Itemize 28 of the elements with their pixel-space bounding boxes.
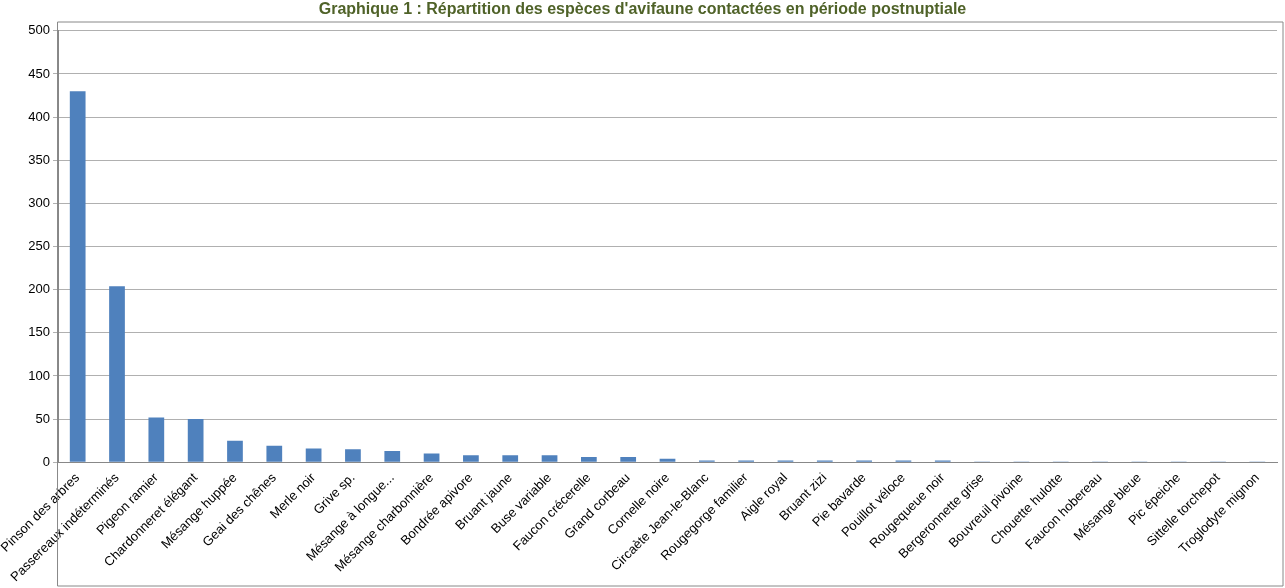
bar — [227, 440, 243, 462]
bar — [620, 457, 637, 462]
bar — [266, 445, 283, 462]
bar — [109, 286, 125, 462]
bar — [345, 449, 361, 462]
y-tick-label: 150 — [28, 324, 51, 340]
y-tick-label: 200 — [28, 281, 51, 297]
bar — [423, 453, 440, 462]
bar — [148, 417, 165, 462]
y-tick-label: 450 — [28, 65, 51, 81]
y-tick-label: 50 — [35, 410, 51, 426]
bar — [463, 455, 479, 462]
bar — [69, 91, 86, 462]
chart-title: Graphique 1 : Répartition des espèces d'avifaune contactées en période postnuptiale — [317, 0, 968, 19]
y-tick-label: 300 — [28, 194, 51, 210]
bar — [581, 457, 597, 462]
y-tick-label: 0 — [42, 453, 51, 469]
bar — [659, 458, 676, 462]
bar — [502, 455, 519, 462]
y-tick-label: 350 — [28, 151, 51, 167]
y-tick-label: 500 — [28, 22, 51, 38]
y-tick-label: 400 — [28, 108, 51, 124]
y-tick-label: 250 — [28, 238, 51, 254]
bar — [187, 419, 204, 462]
y-tick-label: 100 — [28, 367, 51, 383]
bar — [384, 451, 401, 462]
bar — [305, 448, 322, 462]
bar — [541, 455, 558, 462]
